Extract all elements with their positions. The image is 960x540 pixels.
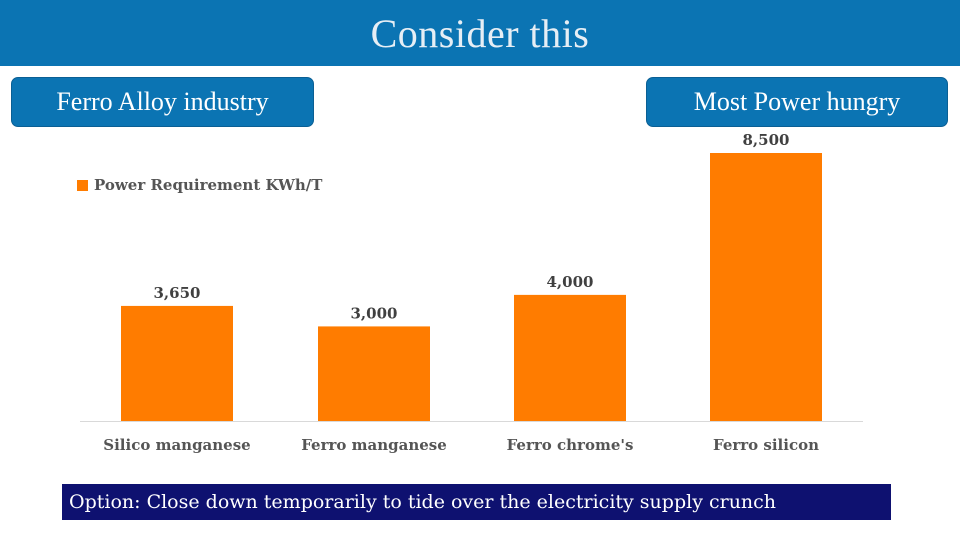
category-label: Silico manganese	[103, 436, 250, 454]
category-label: Ferro silicon	[713, 436, 819, 454]
option-banner-text: Option: Close down temporarily to tide o…	[69, 491, 777, 513]
power-hungry-callout: Most Power hungry	[646, 77, 948, 127]
category-label: Ferro manganese	[301, 436, 447, 454]
bar-silico-manganese	[121, 305, 233, 421]
bar-ferro-chrome-s	[514, 294, 626, 421]
category-label: Ferro chrome's	[507, 436, 634, 454]
legend-label: Power Requirement KWh/T	[94, 176, 323, 194]
data-label: 3,000	[351, 304, 398, 322]
legend-swatch	[77, 179, 88, 191]
title-bar: Consider this	[0, 0, 960, 66]
bar-ferro-manganese	[318, 326, 430, 421]
industry-callout: Ferro Alloy industry	[11, 77, 314, 127]
data-label: 4,000	[547, 273, 594, 291]
data-label: 3,650	[154, 284, 201, 302]
bar-ferro-silicon	[710, 153, 822, 421]
slide-title: Consider this	[370, 10, 590, 56]
power-hungry-callout-label: Most Power hungry	[693, 87, 901, 116]
chart-legend: Power Requirement KWh/T	[77, 176, 322, 194]
industry-callout-label: Ferro Alloy industry	[56, 87, 269, 116]
option-banner: Option: Close down temporarily to tide o…	[62, 484, 891, 520]
data-label: 8,500	[743, 131, 790, 149]
